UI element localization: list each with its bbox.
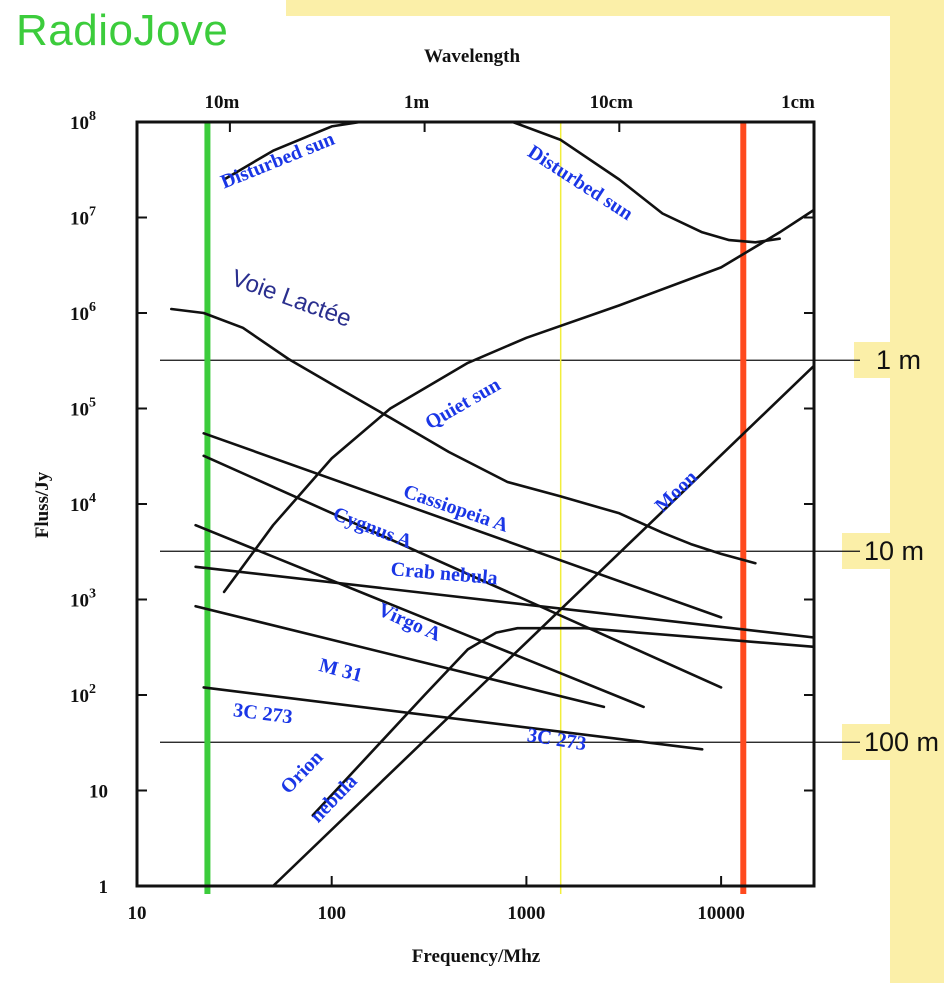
x-tick-label-2: 1000 [507,903,545,924]
y-tick-label-0: 1 [99,877,109,898]
axis-ticks: 10 100 1000 1000011010210310410510610710810… [70,92,815,924]
y-tick-base: 10 [70,209,89,230]
y-tick-label-7: 107 [70,205,96,230]
y-tick-exponent: 2 [89,682,96,697]
y-tick-exponent: 8 [89,109,96,124]
y-tick-label-2: 102 [70,682,96,707]
curve-label-7: Crab nebula [390,558,499,589]
series-line-8 [194,604,606,709]
series-line-11 [311,626,816,817]
curve-label-0: Disturbed sun [218,128,338,194]
series-line-1 [511,120,781,244]
top-yellow-band [286,0,944,16]
band-markers [204,122,747,894]
y-tick-label-1: 10 [89,782,108,803]
curve-label-10: 3C 273 [232,699,294,728]
curve-label-2: Voie Lactée [228,265,355,333]
curve-label-13: nebula [306,770,362,827]
series-line-2 [222,208,816,594]
series-line-10 [271,364,816,888]
y-tick-exponent: 7 [89,205,96,220]
curve-label-12: Orion [276,746,327,798]
series-line-9 [202,686,704,751]
x-tick-label-0: 10 [128,903,147,924]
y-tick-base: 10 [70,113,89,134]
curve-label-8: Virgo A [375,599,445,646]
y-tick-base: 10 [70,591,89,612]
side-tag-1m: 1 m [854,342,944,378]
x-axis-title: Frequency/Mhz [412,946,541,967]
y-tick-base: 10 [70,304,89,325]
top-axis-title: Wavelength [424,46,520,67]
y-tick-label-3: 103 [70,587,96,612]
y-tick-base: 10 [70,400,89,421]
curve-label-6: Cygnus A [330,503,416,553]
y-tick-label-5: 105 [70,396,96,421]
series-line-4 [202,432,723,619]
y-axis-title: Fluss/Jy [32,471,53,538]
y-tick-label-6: 106 [70,300,96,325]
y-tick-exponent: 3 [89,587,96,602]
x-tick-label-1: 100 [317,903,346,924]
series-line-5 [202,454,723,689]
top-tick-label-0: 10m [204,92,239,113]
top-tick-label-3: 1cm [781,92,815,113]
y-tick-exponent: 6 [89,300,96,315]
curve-label-11: 3C 273 [526,724,588,755]
y-tick-label-8: 108 [70,109,96,134]
source-curves [170,120,816,888]
y-tick-exponent: 5 [89,396,96,411]
right-yellow-band [890,0,944,983]
x-tick-label-3: 10000 [697,903,745,924]
series-line-0 [222,120,362,181]
side-tag-10m: 10 m [842,533,944,569]
brand-title: RadioJove [16,6,229,55]
series-line-6 [194,565,816,639]
y-tick-label-4: 104 [70,491,96,516]
series-line-7 [194,523,645,709]
curve-label-4: Moon [651,466,702,517]
top-tick-label-1: 1m [404,92,430,113]
series-line-3 [170,307,757,565]
y-tick-base: 10 [70,495,89,516]
top-tick-label-2: 10cm [590,92,633,113]
y-tick-exponent: 4 [89,491,96,506]
y-tick-base: 10 [70,686,89,707]
curve-label-9: M 31 [317,654,365,687]
